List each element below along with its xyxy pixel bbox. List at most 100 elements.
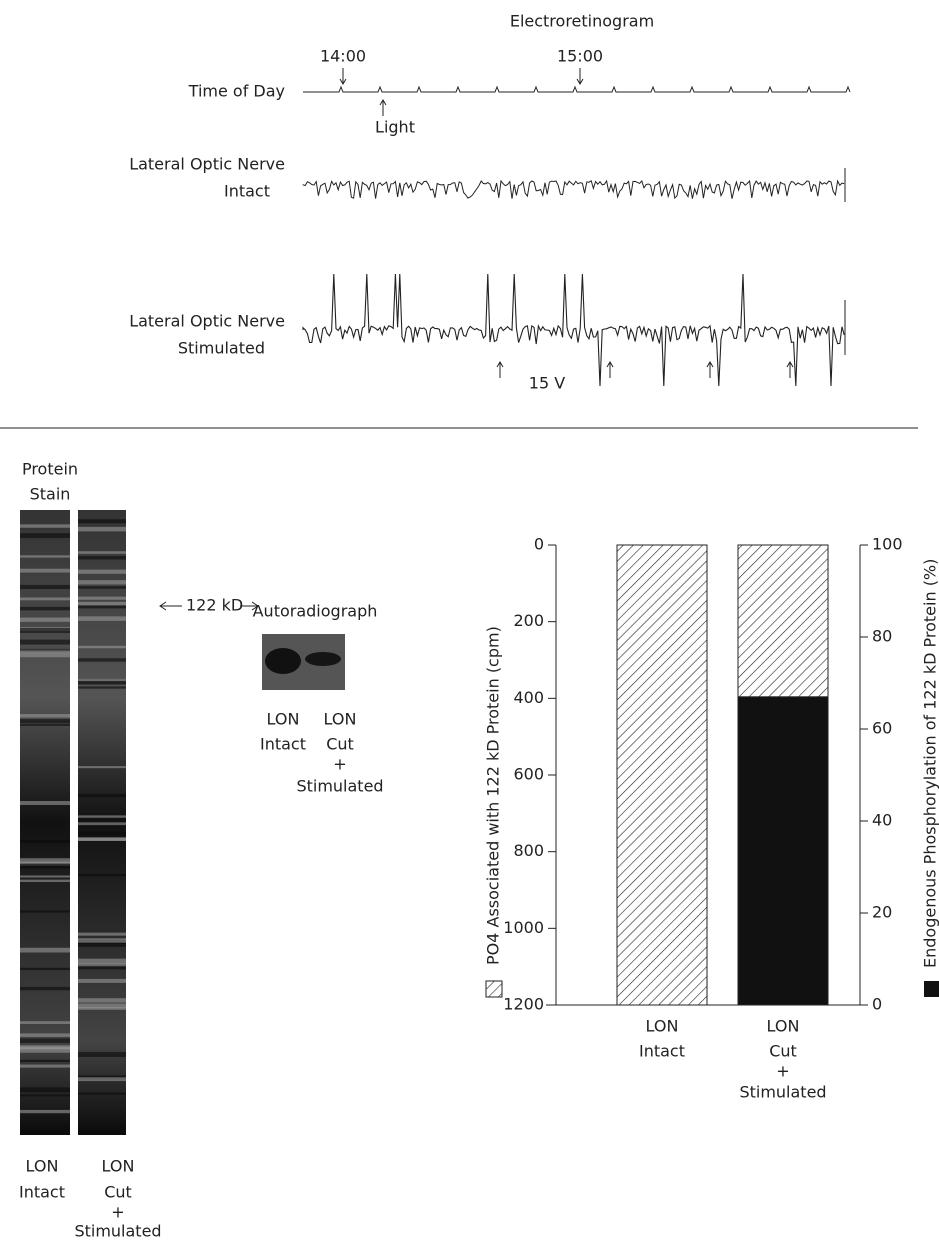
gel-title: Protein xyxy=(22,460,78,479)
bar xyxy=(738,697,828,1005)
gel-band xyxy=(20,875,70,877)
gel-band xyxy=(20,651,70,654)
gel-band xyxy=(78,580,126,584)
y-tick-label: 800 xyxy=(513,841,544,860)
autorad-band xyxy=(265,648,301,674)
gel-band xyxy=(78,686,126,688)
voltage-label: 15 V xyxy=(529,374,565,393)
trace-label: Lateral Optic Nerve xyxy=(129,155,285,174)
gel-band xyxy=(78,679,126,682)
y-tick-label: 1200 xyxy=(503,995,544,1014)
gel-band xyxy=(20,598,70,601)
gel-band xyxy=(78,766,126,768)
gel-band xyxy=(78,1092,126,1094)
y2-tick-label: 60 xyxy=(872,719,892,738)
gel-band xyxy=(20,1038,70,1042)
gel-band xyxy=(20,968,70,970)
gel-band xyxy=(20,864,70,869)
arrow xyxy=(160,602,182,610)
gel-band xyxy=(20,1094,70,1096)
y2-tick-label: 20 xyxy=(872,903,892,922)
gel-band xyxy=(20,618,70,622)
gel-band xyxy=(78,794,126,797)
gel-band xyxy=(20,948,70,953)
gel-band xyxy=(20,585,70,589)
gel-band xyxy=(78,1052,126,1057)
trace-label: Lateral Optic Nerve xyxy=(129,312,285,331)
gel-band xyxy=(78,832,126,836)
gel-band xyxy=(78,646,126,648)
gel-band xyxy=(20,880,70,882)
gel-band xyxy=(78,938,126,942)
x-tick-label: Intact xyxy=(639,1042,685,1061)
gel-band xyxy=(20,910,70,912)
gel-band xyxy=(20,714,70,718)
trace-label: Intact xyxy=(224,182,270,201)
bar xyxy=(617,545,707,1005)
lane-label: Cut xyxy=(326,735,354,754)
lane-label: Stimulated xyxy=(296,777,383,796)
gel-band xyxy=(20,1048,70,1052)
gel-band xyxy=(78,979,126,983)
gel-band xyxy=(20,555,70,557)
x-tick-label: LON xyxy=(767,1017,800,1036)
gel-band xyxy=(78,658,126,661)
autorad-title: Autoradiograph xyxy=(253,602,378,621)
gel-band xyxy=(78,967,126,969)
gel-band xyxy=(78,519,126,523)
lane-label: + xyxy=(111,1203,124,1222)
x-tick-label: Stimulated xyxy=(739,1083,826,1102)
gel-band xyxy=(20,607,70,611)
y2-tick-label: 0 xyxy=(872,995,882,1014)
gel-band xyxy=(20,724,70,726)
gel-band xyxy=(78,551,126,554)
y-tick-label: 200 xyxy=(513,611,544,630)
gel-band xyxy=(78,874,126,876)
y2-tick-label: 40 xyxy=(872,811,892,830)
gel-band xyxy=(20,654,70,658)
arrow xyxy=(380,100,386,116)
gel-band xyxy=(78,556,126,559)
autorad-band xyxy=(305,652,341,666)
time-mark: 14:00 xyxy=(320,47,366,66)
arrow xyxy=(340,68,346,84)
gel-band xyxy=(78,683,126,685)
gel-band xyxy=(20,524,70,527)
legend-swatch xyxy=(924,981,939,997)
gel-band xyxy=(78,570,126,574)
arrow xyxy=(707,362,713,378)
y2-tick-label: 80 xyxy=(872,627,892,646)
arrow xyxy=(577,68,583,84)
light-label: Light xyxy=(375,118,415,137)
y-tick-label: 1000 xyxy=(503,918,544,937)
trace-label: Stimulated xyxy=(178,339,265,358)
bar xyxy=(738,545,828,698)
trace xyxy=(303,181,844,199)
gel-band xyxy=(78,606,126,609)
lane-label: LON xyxy=(26,1157,59,1176)
lane-label: LON xyxy=(102,1157,135,1176)
gel-band xyxy=(78,933,126,936)
gel-band xyxy=(20,640,70,645)
gel-title: Stain xyxy=(30,485,71,504)
gel-band xyxy=(78,616,126,620)
lane-label: Cut xyxy=(104,1183,132,1202)
y-tick-label: 600 xyxy=(513,765,544,784)
gel-band xyxy=(78,959,126,964)
gel-band xyxy=(20,1033,70,1036)
title: Electroretinogram xyxy=(510,12,654,31)
x-tick-label: + xyxy=(776,1062,789,1081)
gel-band xyxy=(20,987,70,990)
lane-label: Intact xyxy=(260,735,306,754)
gel-band xyxy=(20,1065,70,1068)
x-tick-label: Cut xyxy=(769,1042,797,1061)
gel-band xyxy=(20,533,70,538)
x-tick-label: LON xyxy=(646,1017,679,1036)
y-tick-label: 0 xyxy=(534,535,544,554)
gel-band xyxy=(78,527,126,532)
gel-band xyxy=(78,822,126,825)
y-tick-label: 400 xyxy=(513,688,544,707)
gel-band xyxy=(20,719,70,723)
time-mark: 15:00 xyxy=(557,47,603,66)
lane-label: Stimulated xyxy=(74,1222,161,1241)
